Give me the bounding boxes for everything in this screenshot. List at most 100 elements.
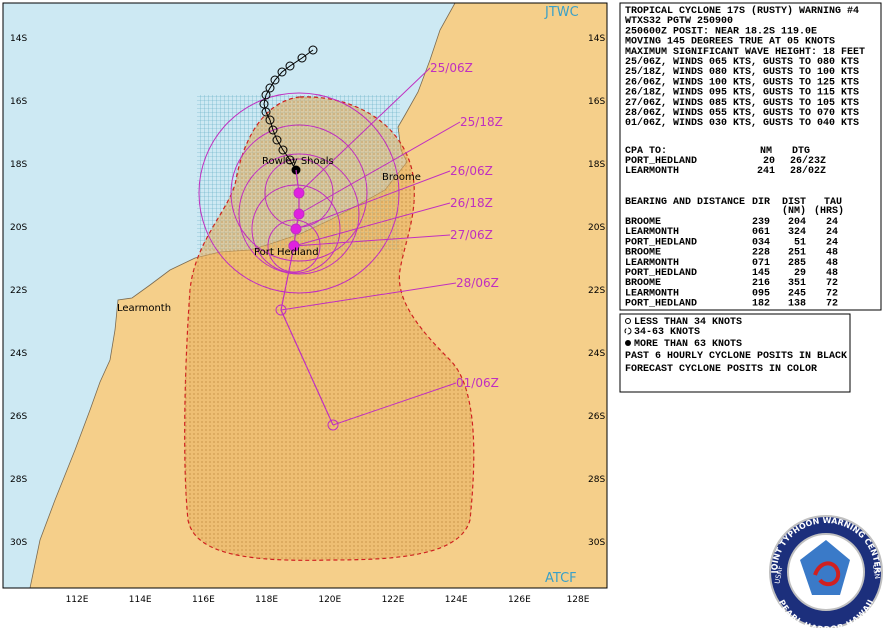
lat-label: 22S	[10, 286, 27, 296]
panel-text: 48	[826, 248, 838, 259]
panel-text: 216	[752, 278, 770, 289]
panel-text: TAU	[824, 197, 842, 208]
panel-text: TROPICAL CYCLONE 17S (RUSTY) WARNING #4	[625, 5, 859, 17]
panel-text: DIST	[782, 197, 806, 208]
forecast-label: 28/06Z	[456, 276, 499, 290]
panel-text: MOVING 145 DEGREES TRUE AT 05 KNOTS	[625, 37, 835, 48]
lat-label: 14S	[10, 34, 27, 44]
panel-text: LESS THAN 34 KNOTS	[634, 317, 742, 328]
panel-text: 239	[752, 217, 770, 228]
past-position	[270, 75, 280, 85]
lon-label: 120E	[318, 595, 341, 605]
panel-text: 72	[826, 299, 838, 310]
legend-symbol	[625, 340, 631, 346]
panel-text: 29	[794, 268, 806, 279]
lat-label: 18S	[588, 160, 605, 170]
panel-text: 20	[763, 156, 775, 167]
danger-stipple	[184, 96, 474, 561]
forecast-label: 26/18Z	[450, 196, 493, 210]
place-label: Learmonth	[117, 303, 171, 314]
lat-label: 30S	[10, 538, 27, 548]
panel-text: PORT_HEDLAND	[625, 156, 697, 167]
forecast-position	[275, 304, 287, 316]
panel-text: 25/06Z, WINDS 065 KTS, GUSTS TO 080 KTS	[625, 56, 859, 68]
panel-text: 25/18Z, WINDS 080 KTS, GUSTS TO 100 KTS	[625, 66, 859, 78]
panel-text: 034	[752, 237, 770, 248]
panel-text: 26/06Z, WINDS 100 KTS, GUSTS TO 125 KTS	[625, 76, 859, 88]
past-position	[285, 61, 295, 71]
panel-text: 251	[788, 248, 806, 259]
forecast-label: 25/06Z	[430, 61, 473, 75]
agency-label: JTWC	[544, 5, 579, 20]
wind-radius	[267, 219, 321, 273]
panel-text: PORT_HEDLAND	[625, 237, 697, 248]
panel-text: 071	[752, 258, 770, 269]
forecast-position	[293, 208, 305, 220]
wind-radius	[251, 184, 341, 274]
forecast-leader	[293, 234, 451, 247]
panel-text: 48	[826, 258, 838, 269]
forecast-leader	[295, 170, 451, 230]
forecast-leader	[298, 121, 461, 215]
wind-radius	[230, 124, 368, 262]
lat-label: 20S	[588, 223, 605, 233]
panel-text: 145	[752, 268, 770, 279]
forecast-label: 01/06Z	[456, 376, 499, 390]
legend-box	[619, 313, 851, 393]
panel-text: MAXIMUM SIGNIFICANT WAVE HEIGHT: 18 FEET	[625, 47, 865, 58]
past-position	[297, 53, 307, 63]
panel-text: LEARMONTH	[625, 166, 679, 177]
past-position	[261, 107, 271, 117]
lat-label: 28S	[10, 475, 27, 485]
panel-text: 245	[788, 288, 806, 299]
panel-text: BEARING AND DISTANCE	[625, 197, 745, 208]
past-position	[308, 45, 318, 55]
forecast-position	[293, 187, 305, 199]
logo-text: USAF	[773, 565, 784, 585]
place-label: Broome	[382, 172, 421, 183]
past-position	[268, 125, 278, 135]
panel-text: BROOME	[625, 217, 661, 228]
axes: 14S 14S 16S 16S 18S 18S 20S 20S 22S 22S 24S 24S 26S 2…	[10, 34, 605, 605]
legend-symbol	[624, 327, 632, 335]
lat-label: 24S	[10, 349, 27, 359]
panel-text: 48	[826, 268, 838, 279]
panel-text: MORE THAN 63 KNOTS	[634, 339, 742, 350]
lon-label: 116E	[192, 595, 215, 605]
panel-text: DIR	[752, 197, 770, 208]
info-panel: TROPICAL CYCLONE 17S (RUSTY) WARNING #4W…	[619, 2, 882, 393]
map-frame	[2, 2, 608, 589]
legend-symbol	[625, 318, 631, 324]
place-label: Port Hedland	[254, 247, 319, 258]
forecast-leader	[298, 67, 431, 194]
past-position	[285, 155, 295, 165]
lon-label: 114E	[129, 595, 152, 605]
panel-text: DTG	[792, 146, 810, 157]
lat-label: 22S	[588, 286, 605, 296]
past-position	[272, 135, 282, 145]
panel-text: 204	[788, 217, 806, 228]
track	[259, 45, 461, 431]
panel-text: 228	[752, 248, 770, 259]
lat-label: 30S	[588, 538, 605, 548]
panel-text: 72	[826, 288, 838, 299]
place-label: Rowley Shoals	[262, 156, 334, 167]
agency-label: ATCF	[545, 571, 577, 586]
panel-text: 51	[794, 237, 806, 248]
lat-label: 14S	[588, 34, 605, 44]
lat-label: 18S	[10, 160, 27, 170]
panel-text: LEARMONTH	[625, 258, 679, 269]
forecast-position	[288, 240, 300, 252]
panel-text: PORT_HEDLAND	[625, 268, 697, 279]
lat-label: 26S	[10, 412, 27, 422]
past-position	[277, 67, 287, 77]
panel-text: LEARMONTH	[625, 288, 679, 299]
lon-label: 122E	[382, 595, 405, 605]
wind-radius	[238, 153, 360, 275]
panel-text: CPA TO:	[625, 146, 667, 157]
panel-text: 324	[788, 227, 806, 238]
panel-text: FORECAST CYCLONE POSITS IN COLOR	[625, 364, 817, 375]
forecast-position	[327, 419, 339, 431]
panel-text: 28/02Z	[790, 165, 826, 177]
